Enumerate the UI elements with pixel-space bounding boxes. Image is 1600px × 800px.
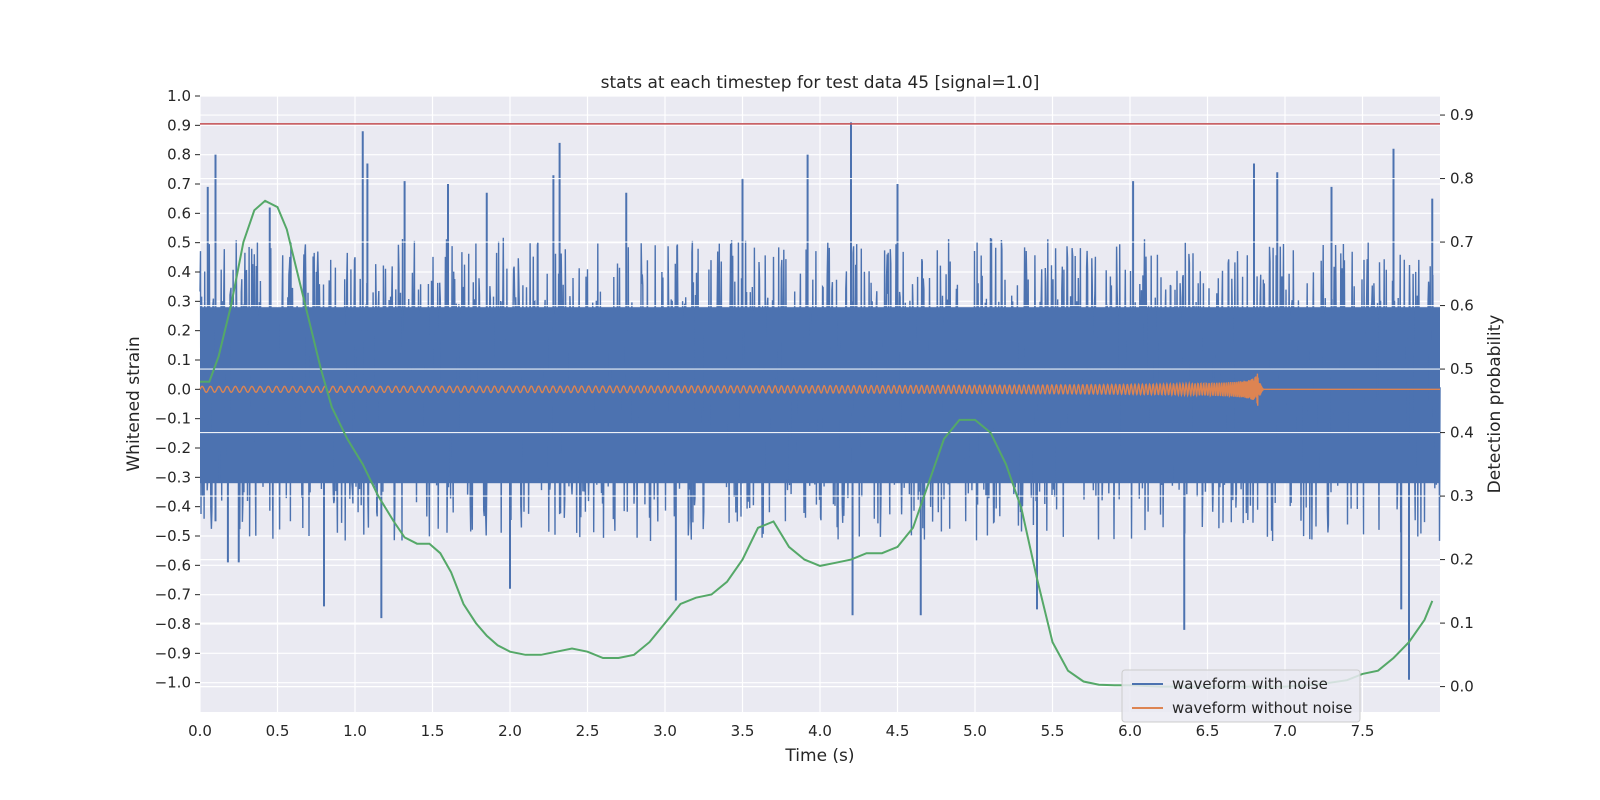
y2-tick-label: 0.8 <box>1450 170 1474 188</box>
y-tick-label: −0.3 <box>155 468 191 486</box>
x-tick-label: 0.5 <box>266 722 290 740</box>
y-tick-label: 0.7 <box>167 175 191 193</box>
x-tick-label: 0.0 <box>188 722 212 740</box>
x-tick-label: 3.0 <box>653 722 677 740</box>
legend-label-noisy: waveform with noise <box>1172 675 1328 693</box>
x-tick-label: 1.0 <box>343 722 367 740</box>
y2-tick-label: 0.2 <box>1450 551 1474 569</box>
y-tick-label: 1.0 <box>167 87 191 105</box>
x-tick-label: 5.0 <box>963 722 987 740</box>
y-tick-label: −0.6 <box>155 556 191 574</box>
y-tick-label: 0.5 <box>167 234 191 252</box>
x-tick-label: 2.0 <box>498 722 522 740</box>
y2-tick-label: 0.3 <box>1450 487 1474 505</box>
y-tick-label: −0.4 <box>155 498 191 516</box>
y-tick-label: −1.0 <box>155 674 191 692</box>
x-axis-title: Time (s) <box>784 746 854 766</box>
legend-label-clean: waveform without noise <box>1172 699 1352 717</box>
x-tick-label: 1.5 <box>421 722 445 740</box>
y-tick-label: −0.9 <box>155 644 191 662</box>
y2-axis-title: Detection probability <box>1485 315 1505 494</box>
y-axis-title: Whitened strain <box>124 336 144 471</box>
y-tick-label: 0.8 <box>167 146 191 164</box>
y-tick-label: −0.2 <box>155 439 191 457</box>
legend-box <box>1121 669 1361 723</box>
y2-tick-label: 0.9 <box>1450 106 1474 124</box>
chart-title: stats at each timestep for test data 45 … <box>601 73 1040 93</box>
y2-tick-label: 0.1 <box>1450 614 1474 632</box>
x-tick-label: 3.5 <box>731 722 755 740</box>
y-tick-label: −0.5 <box>155 527 191 545</box>
series-waveform-without-noise <box>199 373 1440 406</box>
y-tick-label: −0.8 <box>155 615 191 633</box>
y-tick-label: 0.0 <box>167 380 191 398</box>
axes: 0.0 0.5 1.0 1.5 2.0 2.5 3.0 3.5 4.0 4.5 5.0 5.5 6.0 6… <box>155 87 1474 740</box>
x-tick-label: 6.0 <box>1118 722 1142 740</box>
y-tick-label: −0.7 <box>155 586 191 604</box>
y-tick-label: 0.6 <box>167 204 191 222</box>
x-tick-label: 4.0 <box>808 722 832 740</box>
x-tick-label: 7.5 <box>1351 722 1375 740</box>
x-tick-label: 4.5 <box>886 722 910 740</box>
y2-tick-label: 0.4 <box>1450 424 1474 442</box>
x-tick-label: 2.5 <box>576 722 600 740</box>
y-tick-label: 0.3 <box>167 292 191 310</box>
y2-tick-label: 0.0 <box>1450 678 1474 696</box>
x-tick-label: 7.0 <box>1273 722 1297 740</box>
series-waveform-with-noise <box>199 237 1441 542</box>
y-tick-label: 0.2 <box>167 322 191 340</box>
x-tick-label: 6.5 <box>1196 722 1220 740</box>
y-tick-label: 0.9 <box>167 116 191 134</box>
y2-tick-label: 0.7 <box>1450 233 1474 251</box>
series-detection-probability <box>200 199 1434 688</box>
x-tick-label: 5.5 <box>1041 722 1065 740</box>
y2-tick-label: 0.6 <box>1450 297 1474 315</box>
plot-area <box>199 122 1441 688</box>
legend: waveform with noise waveform without noi… <box>1121 669 1361 723</box>
y-tick-label: 0.4 <box>167 263 191 281</box>
y-tick-label: −0.1 <box>155 410 191 428</box>
y2-tick-label: 0.5 <box>1450 360 1474 378</box>
y-tick-label: 0.1 <box>167 351 191 369</box>
